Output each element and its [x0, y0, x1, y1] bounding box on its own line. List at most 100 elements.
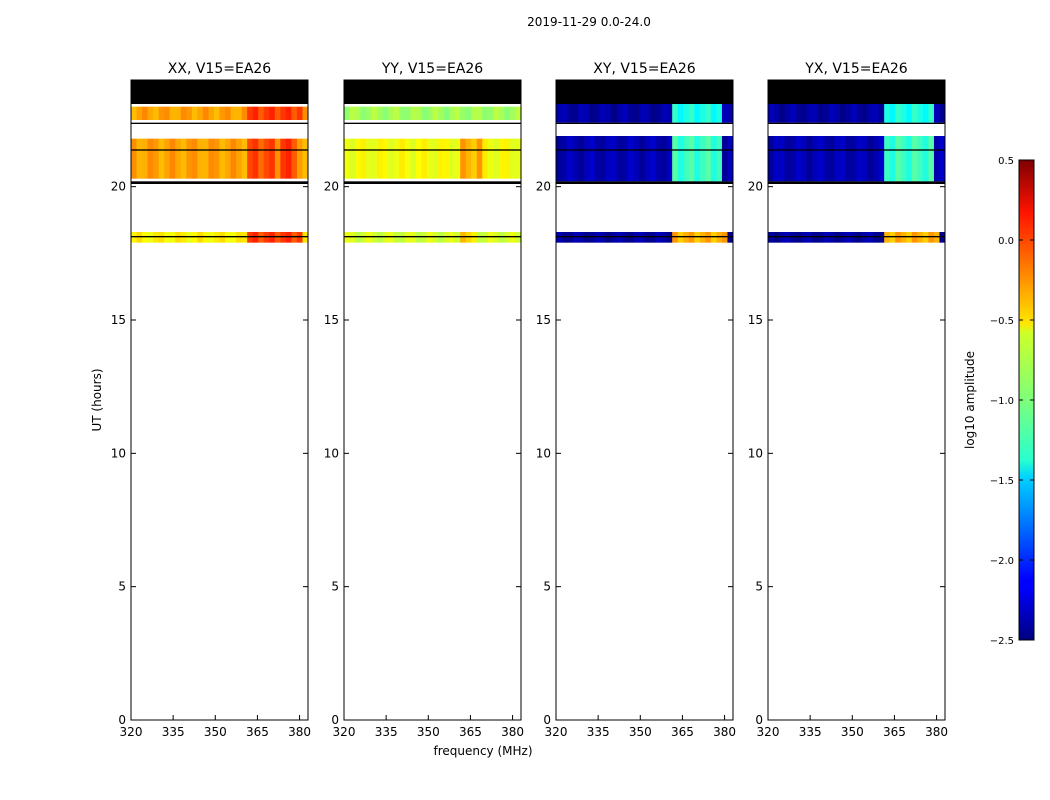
heatmap-cell [415, 138, 422, 179]
heatmap-cell [839, 136, 846, 182]
flagged-row [556, 122, 733, 124]
heatmap-cell [683, 136, 690, 182]
heatmap-cell [169, 106, 176, 120]
heatmap-cell [812, 104, 819, 123]
heatmap-cell [594, 136, 601, 182]
heatmap-cell [175, 138, 182, 179]
heatmap-cell [795, 232, 802, 243]
flagged-row [556, 80, 733, 104]
heatmap-cell [878, 232, 885, 243]
heatmap-cell [790, 136, 797, 182]
heatmap-cell [611, 232, 618, 243]
heatmap-cell [202, 106, 209, 120]
heatmap-cell [889, 104, 896, 123]
heatmap-cell [388, 232, 395, 243]
heatmap-cell [175, 232, 182, 243]
heatmap-cell [280, 232, 287, 243]
heatmap-cell [583, 136, 590, 182]
heatmap-cell [790, 232, 797, 243]
heatmap-cell [795, 104, 802, 123]
y-tick-label: 15 [536, 313, 551, 327]
x-tick-label: 320 [757, 725, 780, 739]
heatmap-cell [622, 104, 629, 123]
heatmap-cell [806, 136, 813, 182]
heatmap-cell [197, 106, 204, 120]
heatmap-cell [302, 138, 309, 179]
colorbar-tick-label: 0.5 [998, 156, 1014, 167]
heatmap-cell [443, 138, 450, 179]
heatmap-cell [415, 106, 422, 120]
heatmap-cell [666, 104, 673, 123]
heatmap-cell [572, 232, 579, 243]
y-tick-label: 5 [755, 580, 763, 594]
heatmap-cell [169, 232, 176, 243]
heatmap-cell [928, 136, 935, 182]
heatmap-cell [578, 104, 585, 123]
panel-0: XX, V15=EA26 320 335 350 365 380 0 5 10 15 20 [111, 61, 311, 739]
heatmap-cell [377, 106, 384, 120]
heatmap-cell [845, 136, 852, 182]
heatmap-cell [611, 104, 618, 123]
heatmap-cell [393, 106, 400, 120]
heatmap-cell [889, 232, 896, 243]
heatmap-cell [202, 232, 209, 243]
heatmap-cell [388, 106, 395, 120]
colorbar-tick-label: 0.0 [998, 236, 1014, 247]
panel-title: XX, V15=EA26 [168, 61, 272, 77]
heatmap-cell [644, 232, 651, 243]
heatmap-cell [594, 104, 601, 123]
heatmap-cell [600, 136, 607, 182]
heatmap-cell [153, 106, 160, 120]
heatmap-cell [850, 232, 857, 243]
heatmap-cell [600, 232, 607, 243]
x-tick-label: 320 [545, 725, 568, 739]
heatmap-cell [873, 136, 880, 182]
heatmap-cell [655, 232, 662, 243]
heatmap-cell [164, 138, 171, 179]
heatmap-cell [773, 232, 780, 243]
heatmap-cell [291, 106, 298, 120]
heatmap-cell [393, 138, 400, 179]
heatmap-cell [349, 232, 356, 243]
heatmap-cell [509, 106, 516, 120]
y-axis-label: UT (hours) [90, 368, 104, 431]
y-tick-label: 10 [748, 446, 763, 460]
panel-1: YY, V15=EA26 320 335 350 365 380 0 5 10 15 20 [324, 61, 524, 739]
heatmap-cell [878, 104, 885, 123]
heatmap-cell [856, 232, 863, 243]
heatmap-cell [867, 136, 874, 182]
heatmap-cell [280, 138, 287, 179]
heatmap-cell [180, 106, 187, 120]
flagged-row [556, 181, 733, 184]
colorbar-tick-label: −2.0 [990, 556, 1014, 567]
colorbar-label: log10 amplitude [963, 351, 977, 449]
heatmap-cell [355, 232, 361, 243]
heatmap-cell [683, 104, 690, 123]
heatmap-cell [460, 138, 467, 179]
heatmap-cell [158, 138, 165, 179]
heatmap-cell [247, 106, 254, 120]
heatmap-cell [252, 138, 259, 179]
heatmap-cell [471, 106, 478, 120]
heatmap-cell [650, 136, 656, 182]
heatmap-cell [567, 232, 573, 243]
heatmap-cell [779, 232, 785, 243]
heatmap-cell [344, 106, 350, 120]
heatmap-cell [839, 104, 846, 123]
y-tick-label: 5 [331, 580, 339, 594]
heatmap-cell [583, 104, 590, 123]
flagged-row [344, 181, 521, 184]
flagged-row [131, 122, 308, 124]
heatmap-cell [269, 138, 276, 179]
heatmap-cell [578, 136, 585, 182]
heatmap-cell [638, 232, 645, 243]
flagged-row [131, 149, 308, 151]
heatmap-cell [933, 232, 940, 243]
x-tick-label: 350 [629, 725, 652, 739]
heatmap-cell [633, 104, 640, 123]
heatmap-cell [672, 104, 679, 123]
heatmap-cell [153, 232, 160, 243]
heatmap-cell [285, 138, 292, 179]
heatmap-cell [801, 136, 808, 182]
